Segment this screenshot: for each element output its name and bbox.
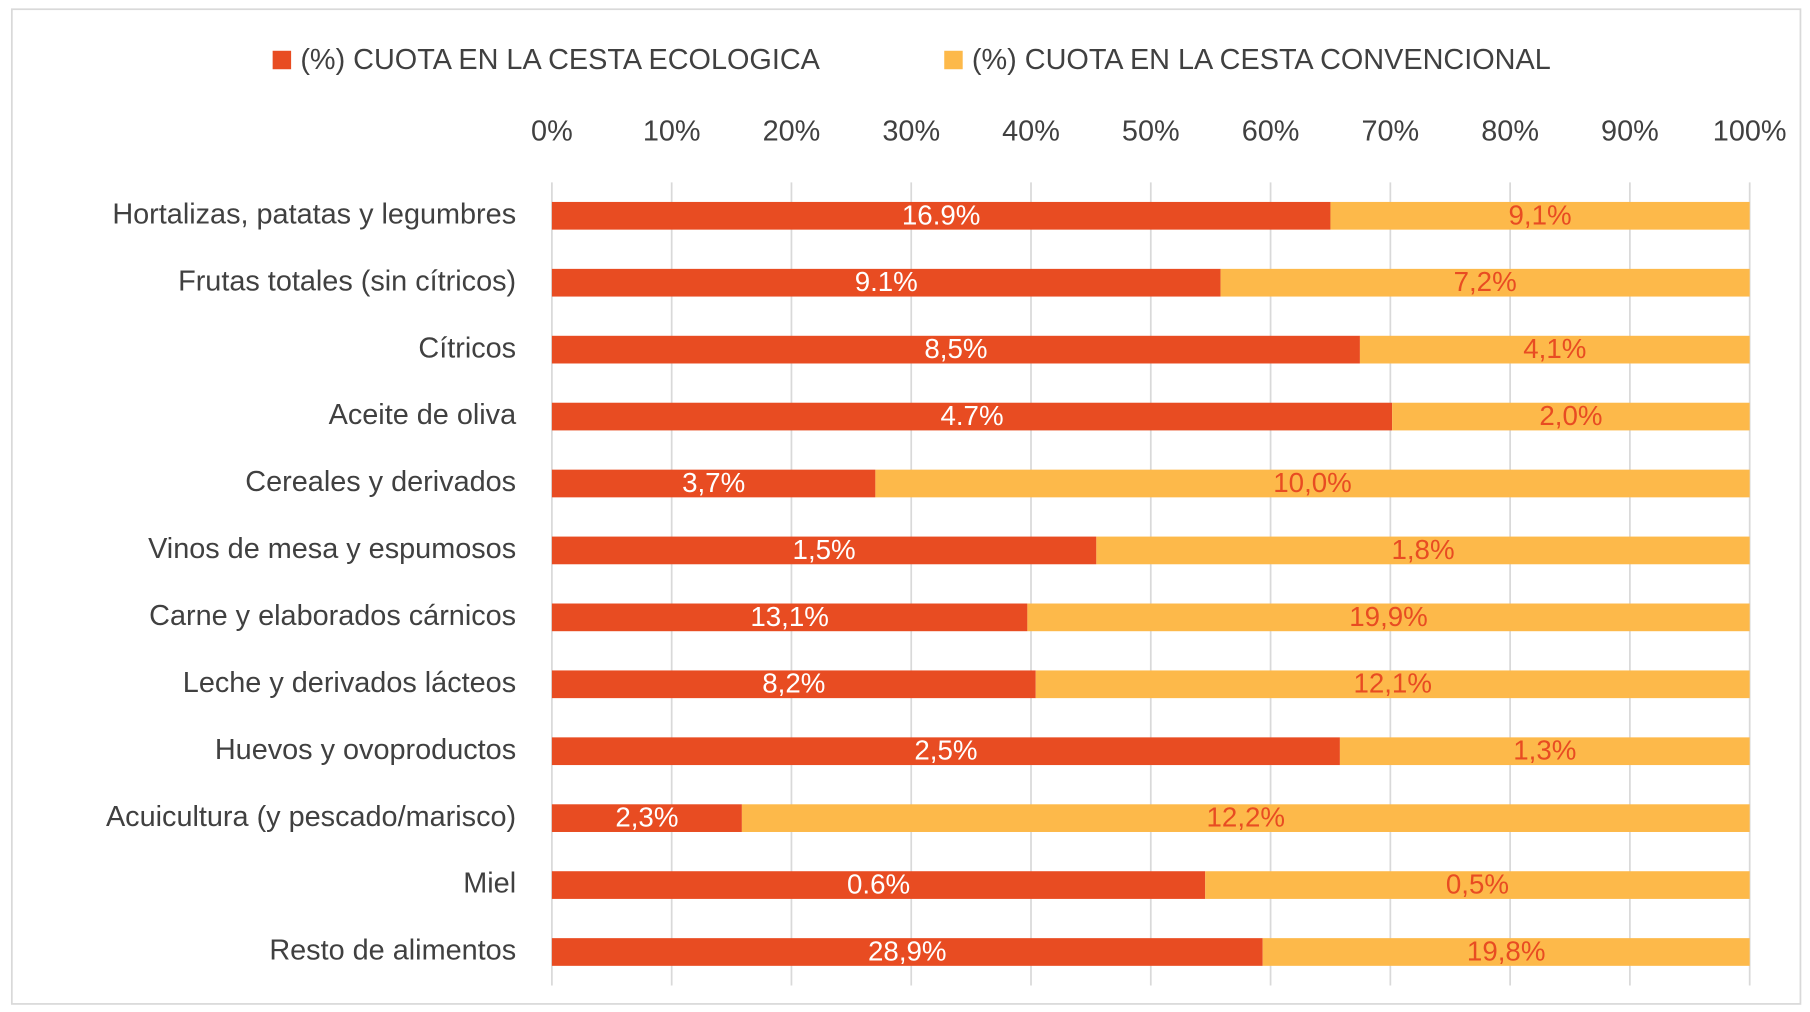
bar-segment — [551, 737, 1340, 766]
data-label: 16.9% — [902, 199, 981, 230]
x-tick-label: 10% — [643, 115, 701, 147]
data-label: 0.6% — [847, 869, 910, 900]
data-label: 7,2% — [1454, 266, 1517, 297]
y-tick-label: Carne y elaborados cárnicos — [149, 600, 516, 632]
y-tick-label: Aceite de oliva — [329, 399, 517, 431]
bar-segment — [551, 402, 1393, 431]
y-tick-label: Cítricos — [418, 332, 516, 364]
bar-segment — [551, 603, 1028, 632]
bar-segment — [551, 469, 876, 498]
bar-segment — [551, 804, 742, 832]
x-tick-label: 20% — [763, 115, 821, 147]
bar-segment — [1359, 335, 1750, 364]
bar-segment — [551, 670, 1036, 699]
bar-segment — [1262, 938, 1750, 966]
bar-segment — [551, 536, 1097, 565]
data-label: 2,5% — [914, 735, 977, 766]
y-tick-label: Resto de alimentos — [269, 935, 516, 967]
bar-segment — [1339, 737, 1750, 766]
x-tick-label: 90% — [1601, 115, 1659, 147]
data-label: 8,2% — [762, 668, 825, 699]
bar-segment — [551, 201, 1331, 230]
bar-segment — [551, 335, 1360, 364]
data-label: 1,3% — [1513, 735, 1576, 766]
data-label: 8,5% — [924, 333, 987, 364]
legend-swatch — [944, 50, 963, 70]
bar-segment — [1220, 268, 1750, 297]
chart-frame — [10, 8, 1802, 1005]
data-label: 3,7% — [682, 467, 745, 498]
bar-segment — [551, 938, 1263, 966]
data-label: 12,2% — [1207, 802, 1286, 833]
y-tick-label: Acuicultura (y pescado/marisco) — [106, 801, 516, 833]
data-label: 9.1% — [855, 266, 918, 297]
x-tick-label: 40% — [1002, 115, 1060, 147]
y-tick-label: Cereales y derivados — [245, 466, 516, 498]
data-label: 2,3% — [615, 802, 678, 833]
data-label: 1,8% — [1391, 534, 1454, 565]
x-tick-label: 50% — [1122, 115, 1180, 147]
data-label: 4.7% — [940, 400, 1003, 431]
bar-segment — [741, 804, 1750, 832]
bar-segment — [1035, 670, 1750, 699]
data-label: 19,8% — [1467, 935, 1546, 966]
y-tick-label: Frutas totales (sin cítricos) — [178, 265, 516, 297]
bar-segment — [875, 469, 1750, 498]
x-tick-label: 100% — [1713, 115, 1787, 147]
data-label: 0,5% — [1446, 869, 1509, 900]
x-tick-label: 70% — [1361, 115, 1419, 147]
bar-segment — [1330, 201, 1750, 230]
y-tick-label: Leche y derivados lácteos — [183, 667, 516, 699]
bar-segment — [1392, 402, 1750, 431]
bar-segment — [1205, 871, 1750, 899]
data-label: 4,1% — [1523, 333, 1586, 364]
bar-segment — [551, 268, 1221, 297]
data-label: 2,0% — [1539, 400, 1602, 431]
data-label: 28,9% — [868, 935, 947, 966]
bar-segment — [1027, 603, 1750, 632]
data-label: 9,1% — [1509, 199, 1572, 230]
legend-label: (%) CUOTA EN LA CESTA CONVENCIONAL — [972, 44, 1551, 76]
y-tick-label: Miel — [463, 868, 516, 900]
y-tick-label: Vinos de mesa y espumosos — [148, 533, 516, 565]
x-tick-label: 30% — [882, 115, 940, 147]
legend-swatch — [272, 50, 292, 70]
x-tick-label: 0% — [531, 115, 573, 147]
bar-segment — [1096, 536, 1750, 565]
x-tick-label: 60% — [1242, 115, 1300, 147]
data-label: 19,9% — [1349, 601, 1428, 632]
data-label: 1,5% — [793, 534, 856, 565]
y-tick-label: Hortalizas, patatas y legumbres — [112, 198, 516, 230]
data-label: 13,1% — [750, 601, 829, 632]
y-tick-label: Huevos y ovoproductos — [215, 734, 516, 766]
bar-segment — [551, 871, 1206, 899]
data-label: 12,1% — [1353, 668, 1432, 699]
legend-label: (%) CUOTA EN LA CESTA ECOLOGICA — [300, 44, 820, 76]
x-tick-label: 80% — [1481, 115, 1539, 147]
data-label: 10,0% — [1273, 467, 1352, 498]
